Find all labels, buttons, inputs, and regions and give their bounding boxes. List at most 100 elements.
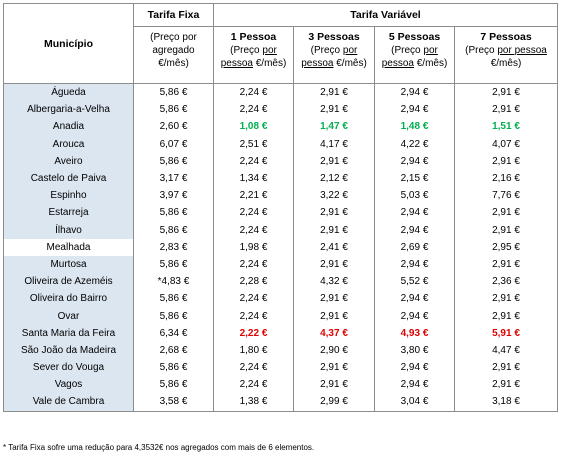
header-cell: 3 Pessoas (Preço por pessoa €/mês) <box>293 26 375 84</box>
price-cell: 1,80 € <box>213 341 294 359</box>
price-cell: 2,91 € <box>454 359 558 377</box>
note-text: (Preço <box>465 45 498 56</box>
header-cell: Tarifa Variável <box>213 3 558 27</box>
price-cell: 2,91 € <box>454 101 558 119</box>
price-cell: 5,86 € <box>133 376 214 394</box>
note-text: €/mês) <box>252 58 287 69</box>
price-cell: 2,24 € <box>213 376 294 394</box>
header-cell: 5 Pessoas (Preço por pessoa €/mês) <box>374 26 455 84</box>
price-cell: 2,91 € <box>454 152 558 170</box>
price-cell: 5,86 € <box>133 152 214 170</box>
price-cell: 2,83 € <box>133 238 214 256</box>
header-cell: Município <box>3 3 134 84</box>
header-note: (Preço por pessoa €/mês) <box>214 44 293 70</box>
header-row: (Preço por agregado €/mês) 1 Pessoa (Preç… <box>4 26 558 84</box>
price-cell: 5,86 € <box>133 359 214 377</box>
price-cell: 2,24 € <box>213 221 294 239</box>
price-cell: 1,98 € <box>213 238 294 256</box>
price-cell: 2,94 € <box>374 359 455 377</box>
price-cell: 4,32 € <box>293 273 375 291</box>
price-cell: 1,47 € <box>293 118 375 136</box>
price-cell: 2,94 € <box>374 221 455 239</box>
municipality-cell: Oliveira do Bairro <box>3 290 134 308</box>
municipality-cell: Ovar <box>3 307 134 325</box>
price-cell: 2,28 € <box>213 273 294 291</box>
price-cell: 2,91 € <box>293 255 375 274</box>
price-cell: 2,51 € <box>213 135 294 153</box>
price-cell: 2,94 € <box>374 101 455 119</box>
table-row: Mealhada 2,83 €1,98 €2,41 €2,69 €2,95 € <box>3 238 558 256</box>
price-cell: 2,91 € <box>293 152 375 170</box>
municipality-cell: Arouca <box>3 135 134 153</box>
table-row: Castelo de Paiva 3,17 €1,34 €2,12 €2,15 €… <box>3 169 558 188</box>
price-cell: 2,21 € <box>213 187 294 205</box>
table-row: Oliveira do Bairro 5,86 €2,24 €2,91 €2,94… <box>3 290 558 308</box>
table-row: Estarreja 5,86 €2,24 €2,91 €2,94 €2,91 € <box>3 204 558 222</box>
municipality-cell: Anadia <box>3 118 134 136</box>
column-title: 5 Pessoas <box>388 31 441 43</box>
table-row: Espinho 3,97 €2,21 €3,22 €5,03 €7,76 € <box>3 187 558 205</box>
price-cell: 4,07 € <box>454 135 558 153</box>
municipality-cell: Santa Maria da Feira <box>3 324 134 342</box>
price-cell: 2,91 € <box>293 376 375 394</box>
price-cell: 2,91 € <box>454 204 558 222</box>
price-cell: 5,86 € <box>133 83 214 102</box>
note-text: €/mês) <box>490 58 522 69</box>
price-cell: 2,91 € <box>293 221 375 239</box>
price-cell: 2,24 € <box>213 152 294 170</box>
table-row: Arouca 6,07 €2,51 €4,17 €4,22 €4,07 € <box>3 135 558 153</box>
price-cell: 2,24 € <box>213 290 294 308</box>
price-cell: 2,24 € <box>213 255 294 274</box>
table-row: Ílhavo 5,86 €2,24 €2,91 €2,94 €2,91 € <box>3 221 558 239</box>
municipality-cell: Castelo de Paiva <box>3 169 134 188</box>
price-cell: 6,34 € <box>133 324 214 342</box>
price-cell: 2,90 € <box>293 341 375 359</box>
price-cell: 5,86 € <box>133 255 214 274</box>
price-cell: 2,91 € <box>454 307 558 325</box>
municipality-cell: Águeda <box>3 83 134 102</box>
price-cell: 5,86 € <box>133 307 214 325</box>
price-cell: 4,93 € <box>374 324 455 342</box>
table-row: Murtosa 5,86 €2,24 €2,91 €2,94 €2,91 € <box>3 255 558 274</box>
price-cell: 5,86 € <box>133 221 214 239</box>
note-text: (Preço <box>391 45 424 56</box>
price-cell: 5,52 € <box>374 273 455 291</box>
tariff-table: Município Tarifa Fixa Tarifa Variável (P… <box>3 3 558 412</box>
price-cell: 2,91 € <box>293 307 375 325</box>
note-underlined: por pessoa <box>381 45 438 69</box>
table-row: Anadia 2,60 €1,08 €1,47 €1,48 €1,51 € <box>3 118 558 136</box>
table-row: Vale de Cambra 3,58 €1,38 €2,99 €3,04 €3,… <box>3 393 558 412</box>
price-cell: 2,22 € <box>213 324 294 342</box>
price-cell: 2,41 € <box>293 238 375 256</box>
price-cell: 3,22 € <box>293 187 375 205</box>
municipality-cell: Estarreja <box>3 204 134 222</box>
table-row: Santa Maria da Feira 6,34 €2,22 €4,37 €4,… <box>3 324 558 342</box>
price-cell: 2,91 € <box>454 221 558 239</box>
price-cell: 2,94 € <box>374 83 455 102</box>
price-cell: 2,91 € <box>454 83 558 102</box>
price-cell: 2,91 € <box>293 290 375 308</box>
price-cell: 2,24 € <box>213 83 294 102</box>
price-cell: 2,12 € <box>293 169 375 188</box>
price-cell: 2,94 € <box>374 376 455 394</box>
header-row: Município Tarifa Fixa Tarifa Variável <box>3 3 558 84</box>
price-cell: 2,94 € <box>374 204 455 222</box>
table-body: Município Tarifa Fixa Tarifa Variável (P… <box>3 3 558 412</box>
price-cell: 2,91 € <box>454 376 558 394</box>
price-cell: 7,76 € <box>454 187 558 205</box>
price-cell: 3,97 € <box>133 187 214 205</box>
header-note: (Preço por pessoa €/mês) <box>455 44 557 70</box>
table-row: Oliveira de Azeméis *4,83 €2,28 €4,32 €5,… <box>3 273 558 291</box>
note-text: €/mês) <box>333 58 367 69</box>
header-note: (Preço por pessoa €/mês) <box>294 44 374 70</box>
municipality-cell: Albergaria-a-Velha <box>3 101 134 119</box>
header-cell: Tarifa Fixa <box>133 3 214 27</box>
price-cell: 4,17 € <box>293 135 375 153</box>
price-cell: 5,86 € <box>133 204 214 222</box>
price-cell: 1,08 € <box>213 118 294 136</box>
price-cell: 1,34 € <box>213 169 294 188</box>
header-cell: (Preço por agregado €/mês) <box>133 26 214 84</box>
price-cell: 1,48 € <box>374 118 455 136</box>
header-cell: 1 Pessoa (Preço por pessoa €/mês) <box>213 26 294 84</box>
